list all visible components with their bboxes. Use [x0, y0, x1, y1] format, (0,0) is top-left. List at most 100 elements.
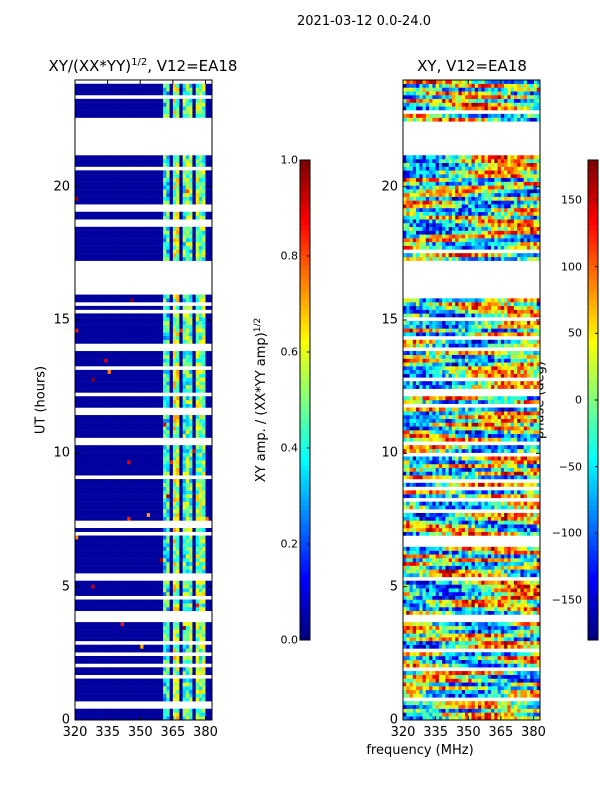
heatmap-cell	[84, 106, 89, 111]
heatmap-cell	[182, 418, 187, 423]
heatmap-cell	[202, 174, 206, 179]
heatmap-cell	[189, 452, 193, 457]
heatmap-cell	[169, 637, 174, 642]
heatmap-cell	[189, 467, 193, 472]
heatmap-cell	[88, 155, 92, 160]
heatmap-cell	[156, 607, 161, 612]
heatmap-cell	[189, 712, 193, 717]
heatmap-cell	[163, 415, 167, 420]
heatmap-cell	[78, 253, 82, 258]
heatmap-cell	[169, 490, 174, 495]
heatmap-cell	[153, 637, 157, 642]
heatmap-cell	[114, 373, 118, 378]
heatmap-cell	[176, 448, 180, 453]
heatmap-cell	[94, 174, 99, 179]
heatmap-cell	[195, 678, 200, 683]
heatmap-cell	[123, 170, 128, 175]
heatmap-cell	[198, 516, 203, 521]
heatmap-cell	[107, 106, 112, 111]
heatmap-cell	[88, 102, 92, 107]
heatmap-cell	[202, 554, 206, 559]
heatmap-cell	[101, 667, 105, 672]
heatmap-cell	[153, 113, 157, 118]
heatmap-cell	[117, 561, 121, 566]
heatmap-cell	[101, 648, 105, 653]
heatmap-cell	[169, 373, 174, 378]
heatmap-cell	[84, 456, 89, 461]
heatmap-cell	[88, 689, 92, 694]
heatmap-cell	[133, 317, 138, 322]
heatmap-cell	[91, 501, 95, 506]
heatmap-cell	[172, 102, 177, 107]
heatmap-cell	[182, 241, 187, 246]
heatmap-cell	[185, 377, 190, 382]
heatmap-cell	[163, 418, 167, 423]
heatmap-cell	[198, 682, 203, 687]
heatmap-cell	[78, 607, 82, 612]
heatmap-cell	[84, 708, 89, 713]
heatmap-cell	[153, 155, 157, 160]
heatmap-cell	[75, 430, 79, 435]
heatmap-cell	[120, 426, 125, 431]
heatmap-cell	[133, 328, 138, 333]
heatmap-cell	[84, 238, 89, 243]
heatmap-cell	[97, 445, 102, 450]
heatmap-cell	[198, 113, 203, 118]
heatmap-cell	[140, 384, 144, 389]
heatmap-cell	[101, 708, 105, 713]
heatmap-cell	[195, 155, 200, 160]
heatmap-cell	[143, 494, 148, 499]
heatmap-cell	[198, 159, 203, 164]
heatmap-cell	[97, 512, 102, 517]
heatmap-cell	[104, 249, 108, 254]
heatmap-cell	[195, 418, 200, 423]
heatmap-cell	[192, 490, 196, 495]
heatmap-cell	[78, 501, 82, 506]
heatmap-cell	[163, 528, 167, 532]
heatmap-cell	[179, 452, 183, 457]
heatmap-cell	[114, 336, 118, 340]
heatmap-cell	[163, 433, 167, 438]
heatmap-cell	[146, 659, 151, 664]
heatmap-cell	[107, 633, 112, 638]
heatmap-cell	[192, 686, 196, 691]
heatmap-cell	[140, 245, 144, 250]
heatmap-cell	[189, 505, 193, 510]
heatmap-cell	[136, 91, 141, 96]
heatmap-cell	[185, 554, 190, 559]
heatmap-cell	[107, 249, 112, 254]
heatmap-cell	[75, 494, 79, 499]
heatmap-cell	[185, 622, 190, 627]
heatmap-cell	[81, 351, 86, 356]
heatmap-cell	[208, 226, 213, 231]
heatmap-cell	[114, 490, 118, 495]
heatmap-cell	[143, 584, 148, 589]
heatmap-cell	[117, 155, 121, 160]
heatmap-cell	[192, 328, 196, 333]
heatmap-cell	[101, 351, 105, 356]
heatmap-cell	[198, 162, 203, 167]
heatmap-cell	[110, 189, 115, 194]
heatmap-cell	[153, 607, 157, 612]
heatmap-cell	[84, 298, 89, 303]
heatmap-cell	[156, 294, 161, 299]
heatmap-cell	[127, 546, 131, 551]
heatmap-cell	[202, 445, 206, 450]
heatmap-cell	[202, 671, 206, 676]
heatmap-cell	[179, 625, 183, 630]
heatmap-cell	[153, 479, 157, 484]
heatmap-cell	[136, 358, 141, 363]
heatmap-cell	[94, 159, 99, 164]
heatmap-cell	[140, 230, 144, 235]
heatmap-cell	[153, 464, 157, 468]
heatmap-cell	[140, 479, 144, 484]
heatmap-cell	[166, 174, 170, 179]
heatmap-cell	[104, 539, 108, 544]
heatmap-cell	[143, 238, 148, 243]
heatmap-cell	[91, 328, 95, 333]
heatmap-cell	[156, 588, 161, 593]
heatmap-cell	[75, 200, 79, 205]
heatmap-cell	[159, 569, 164, 574]
heatmap-cell	[179, 682, 183, 687]
heatmap-cell	[88, 415, 92, 420]
